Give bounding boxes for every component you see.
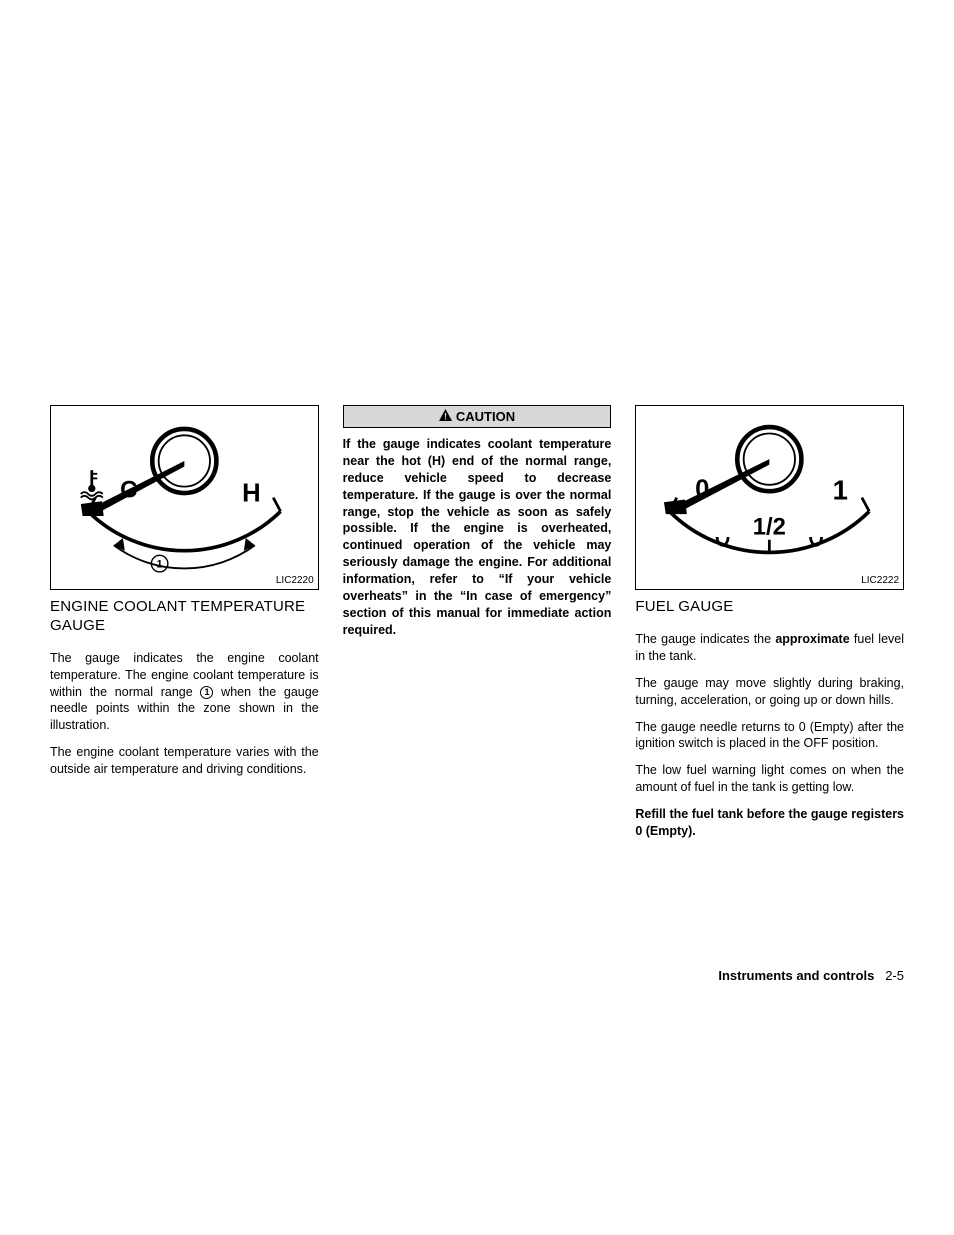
fuel-para-5: Refill the fuel tank before the gauge re… [635,806,904,840]
middle-column: ! CAUTION If the gauge indicates coolant… [343,405,612,850]
fuel-para-2: The gauge may move slightly during braki… [635,675,904,709]
coolant-gauge-illustration: C H 1 LIC2220 [50,405,319,590]
svg-text:0: 0 [695,476,709,504]
svg-text:1/2: 1/2 [753,513,786,540]
footer-section: Instruments and controls [718,968,874,983]
circled-number: 1 [200,686,213,699]
fuel-para-1: The gauge indicates the approximate fuel… [635,631,904,665]
page-footer: Instruments and controls 2-5 [718,968,904,983]
fuel-para-3: The gauge needle returns to 0 (Empty) af… [635,719,904,753]
svg-text:1: 1 [157,558,163,570]
svg-text:C: C [120,477,137,504]
page-content: C H 1 LIC2220 ENGINE COOLANT TEMPERATURE… [50,405,904,850]
fuel-gauge-svg: 0 1 1/2 [636,406,903,589]
right-column: 0 1 1/2 LIC2222 FUEL GAUGE The gauge ind… [635,405,904,850]
fuel-para-4: The low fuel warning light comes on when… [635,762,904,796]
footer-page: 2-5 [885,968,904,983]
fuel-heading: FUEL GAUGE [635,598,904,617]
coolant-para-2: The engine coolant temperature varies wi… [50,744,319,778]
coolant-para-1: The gauge indicates the engine coolant t… [50,650,319,734]
svg-text:1: 1 [833,474,848,505]
text-bold: approximate [775,632,849,646]
svg-text:H: H [242,479,261,507]
svg-text:!: ! [444,412,447,422]
left-column: C H 1 LIC2220 ENGINE COOLANT TEMPERATURE… [50,405,319,850]
fuel-gauge-illustration: 0 1 1/2 LIC2222 [635,405,904,590]
image-label: LIC2222 [861,575,899,586]
text: The gauge indicates the [635,632,775,646]
coolant-gauge-svg: C H 1 [51,406,318,589]
coolant-heading: ENGINE COOLANT TEMPERATURE GAUGE [50,598,319,636]
warning-triangle-icon: ! [439,409,452,424]
image-label: LIC2220 [276,575,314,586]
caution-label: CAUTION [456,409,515,424]
caution-body: If the gauge indicates coolant tempera­t… [343,436,612,639]
caution-header: ! CAUTION [343,405,612,428]
